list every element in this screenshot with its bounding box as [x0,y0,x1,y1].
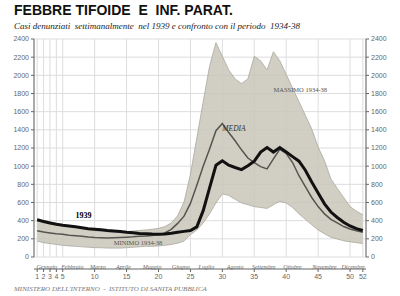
svg-text:1600: 1600 [371,108,387,115]
svg-text:MASSIMO 1934-38: MASSIMO 1934-38 [273,86,327,93]
svg-text:Marzo: Marzo [89,264,106,270]
html-text:Casi denunziati settimanalment: Casi denunziati settimanalmente nel 1939… [14,21,300,31]
svg-text:200: 200 [371,235,383,242]
svg-text:2400: 2400 [13,35,29,42]
svg-text:600: 600 [371,199,383,206]
svg-text:1400: 1400 [13,126,29,133]
svg-text:200: 200 [17,235,29,242]
svg-text:3: 3 [48,273,52,280]
svg-text:35: 35 [250,273,258,280]
svg-text:Dicembre: Dicembre [341,264,366,270]
svg-text:1400: 1400 [371,126,387,133]
svg-text:400: 400 [371,217,383,224]
svg-text:400: 400 [17,217,29,224]
svg-text:Gennaio: Gennaio [36,264,57,270]
svg-text:1200: 1200 [371,144,387,151]
svg-text:2000: 2000 [13,72,29,79]
svg-text:1800: 1800 [13,90,29,97]
svg-text:Maggio: Maggio [142,264,162,270]
svg-text:1939: 1939 [76,211,92,220]
svg-text:MINIMO 1934-38: MINIMO 1934-38 [114,239,163,246]
svg-text:5: 5 [61,273,65,280]
svg-text:15: 15 [123,273,131,280]
svg-text:1600: 1600 [13,108,29,115]
svg-text:MEDIA: MEDIA [221,124,246,133]
svg-text:2000: 2000 [371,72,387,79]
svg-text:1800: 1800 [371,90,387,97]
svg-text:10: 10 [91,273,99,280]
svg-text:4: 4 [54,273,58,280]
html-text:FEBBRE TIFOIDE E INF. PARAT.: FEBBRE TIFOIDE E INF. PARAT. [14,2,233,18]
svg-text:52: 52 [359,273,367,280]
svg-text:40: 40 [282,273,290,280]
svg-text:30: 30 [218,273,226,280]
svg-text:2200: 2200 [371,54,387,61]
svg-text:45: 45 [314,273,322,280]
svg-text:2: 2 [42,273,46,280]
svg-text:600: 600 [17,199,29,206]
svg-text:1000: 1000 [371,163,387,170]
svg-text:800: 800 [17,181,29,188]
html-text:MINISTERO DELL'INTERNO - ISTIT: MINISTERO DELL'INTERNO - ISTITUTO DI SAN… [14,285,207,293]
svg-text:1200: 1200 [13,144,29,151]
svg-text:0: 0 [371,253,375,260]
svg-text:Giugno: Giugno [172,264,190,270]
svg-text:Ottobre: Ottobre [283,264,302,270]
svg-text:1: 1 [35,273,39,280]
svg-text:0: 0 [25,253,29,260]
svg-text:Aprile: Aprile [115,264,131,270]
svg-text:Agosto: Agosto [226,264,244,270]
svg-text:25: 25 [187,273,195,280]
svg-text:20: 20 [155,273,163,280]
svg-text:2200: 2200 [13,54,29,61]
svg-text:Novembre: Novembre [311,264,337,270]
svg-text:Luglio: Luglio [198,264,215,270]
svg-text:1000: 1000 [13,163,29,170]
svg-text:800: 800 [371,181,383,188]
svg-text:2400: 2400 [371,35,387,42]
svg-text:Febbraio: Febbraio [60,264,83,270]
svg-text:Settembre: Settembre [252,264,276,270]
svg-text:50: 50 [346,273,354,280]
